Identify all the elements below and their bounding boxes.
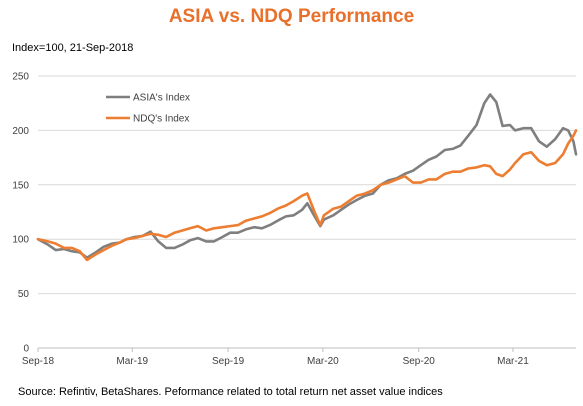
gridlines	[38, 75, 576, 295]
y-tick-label: 50	[18, 289, 30, 300]
legend-label-ndq: NDQ's Index	[133, 114, 189, 125]
x-tick-label: Sep-18	[22, 356, 55, 367]
y-axis-tick-labels: 0 50 100 150 200 250	[12, 72, 29, 355]
y-tick-label: 250	[12, 72, 29, 83]
chart-title: ASIA vs. NDQ Performance	[168, 6, 415, 27]
x-tick-label: Mar-19	[116, 356, 148, 367]
legend: ASIA's Index NDQ's Index	[106, 93, 190, 125]
x-tick-label: Mar-20	[307, 356, 339, 367]
y-tick-label: 0	[23, 344, 29, 355]
chart-subtitle: Index=100, 21-Sep-2018	[12, 42, 134, 54]
x-tick-label: Mar-21	[497, 356, 529, 367]
chart-source-note: Source: Refintiv, BetaShares. Peformance…	[18, 386, 443, 398]
series-lines	[36, 93, 578, 262]
y-tick-label: 200	[12, 126, 29, 137]
y-tick-label: 100	[12, 235, 29, 246]
legend-label-asia: ASIA's Index	[133, 93, 190, 104]
y-tick-label: 150	[12, 180, 29, 191]
x-tick-label: Sep-20	[403, 356, 436, 367]
series-line-ndq	[36, 129, 578, 262]
x-tick-label: Sep-19	[212, 356, 245, 367]
x-axis: Sep-18 Mar-19 Sep-19 Mar-20 Sep-20 Mar-21	[22, 347, 576, 367]
